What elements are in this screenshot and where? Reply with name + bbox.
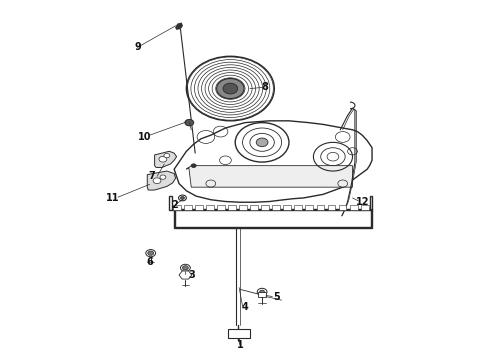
Bar: [339, 205, 346, 210]
Bar: [239, 205, 247, 210]
Bar: [195, 205, 203, 210]
Bar: [317, 205, 324, 210]
Circle shape: [260, 290, 265, 294]
Polygon shape: [228, 329, 250, 338]
Text: 6: 6: [147, 257, 153, 267]
Circle shape: [153, 178, 161, 184]
Bar: [294, 205, 302, 210]
Circle shape: [256, 138, 268, 147]
Circle shape: [148, 251, 154, 255]
Polygon shape: [155, 151, 176, 167]
Polygon shape: [258, 292, 266, 297]
Text: 1: 1: [237, 340, 244, 350]
Text: 11: 11: [106, 193, 120, 203]
Bar: [250, 205, 258, 210]
Polygon shape: [186, 166, 352, 187]
Bar: [361, 205, 368, 210]
Circle shape: [164, 153, 170, 158]
Polygon shape: [179, 271, 192, 279]
Bar: [328, 205, 336, 210]
Circle shape: [182, 266, 188, 270]
Circle shape: [185, 120, 194, 126]
Text: 5: 5: [273, 292, 280, 302]
Text: 4: 4: [242, 302, 248, 312]
Bar: [228, 205, 236, 210]
Bar: [206, 205, 214, 210]
Polygon shape: [175, 23, 182, 30]
Bar: [305, 205, 313, 210]
Polygon shape: [147, 171, 175, 190]
Text: 8: 8: [261, 82, 268, 92]
Bar: [283, 205, 291, 210]
Circle shape: [159, 156, 167, 162]
Polygon shape: [174, 210, 372, 228]
Polygon shape: [174, 121, 372, 202]
Circle shape: [217, 78, 244, 99]
Circle shape: [223, 83, 238, 94]
Bar: [261, 205, 269, 210]
Text: 12: 12: [356, 197, 369, 207]
Text: 9: 9: [134, 42, 141, 52]
Polygon shape: [169, 196, 372, 211]
Text: 3: 3: [188, 270, 195, 280]
Text: 10: 10: [138, 132, 151, 142]
Circle shape: [180, 197, 184, 199]
Bar: [217, 205, 225, 210]
Bar: [272, 205, 280, 210]
Text: 2: 2: [171, 200, 177, 210]
Bar: [350, 205, 358, 210]
Circle shape: [160, 175, 166, 179]
Text: 7: 7: [149, 171, 155, 181]
Circle shape: [191, 164, 196, 167]
Bar: [184, 205, 192, 210]
Bar: [172, 205, 180, 210]
